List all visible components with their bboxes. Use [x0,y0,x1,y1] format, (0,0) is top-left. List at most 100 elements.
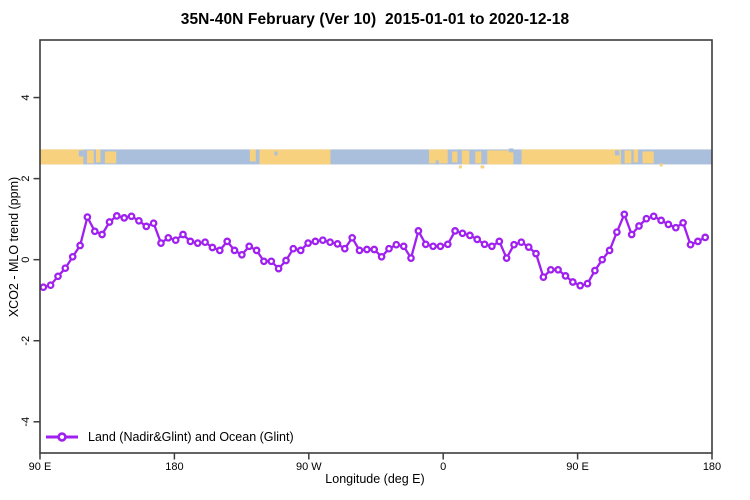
data-point [157,239,165,247]
y-axis-ticks: -4 -2 0 2 4 [20,94,40,427]
data-point [664,220,673,229]
land-segment [87,150,94,164]
data-point [568,278,577,286]
data-point [510,240,518,249]
y-tick-label: 2 [20,176,32,182]
x-axis-ticks: 90 E 180 90 W 0 90 E 180 [29,453,721,473]
land-segment [633,149,639,163]
data-point [466,231,474,240]
land-segment [259,149,331,165]
data-point [245,242,254,251]
data-point [407,254,415,262]
data-point [238,250,246,259]
land-segment [475,151,482,164]
y-tick-label: 0 [20,257,32,263]
data-point [627,230,636,239]
data-point [657,216,665,225]
data-point [421,240,430,249]
data-point [363,245,371,254]
data-point [274,264,283,273]
data-point [318,236,327,245]
data-point [252,246,261,255]
data-point [46,281,55,290]
data-point [694,237,702,246]
land-speckle [480,165,485,169]
data-point [355,246,364,255]
data-point [282,256,290,265]
data-point [414,227,423,235]
data-point [135,216,143,225]
data-point [605,246,614,255]
x-tick-label: 180 [165,461,183,473]
land-segment [461,150,470,165]
data-point [340,244,349,253]
data-point [260,257,268,266]
data-point [370,245,379,254]
data-point [649,212,658,221]
data-point [127,212,136,221]
legend: Land (Nadir&Glint) and Ocean (Glint) [44,428,294,445]
ocean-speckle [435,160,439,165]
data-point [443,240,452,249]
chart-title: 35N-40N February (Ver 10) 2015-01-01 to … [180,11,570,28]
data-point [289,244,298,253]
data-point [267,257,276,266]
land-segment [96,149,101,163]
plot-border [39,39,713,454]
land-segment [487,150,514,165]
data-point [54,272,62,281]
data-point [458,229,467,238]
data-point [495,237,504,246]
legend-marker-icon [46,431,78,442]
data-point [385,244,393,253]
data-point [392,240,401,249]
data-point [532,249,540,258]
data-point [39,283,48,292]
data-point [554,265,562,274]
data-point [642,214,651,223]
data-point [598,255,607,264]
ocean-speckle [614,150,620,156]
data-point [473,235,482,244]
data-point [171,236,180,245]
data-point [399,242,408,251]
land-speckle [458,165,462,169]
data-point [304,239,312,247]
data-point [613,228,621,236]
data-point [201,238,209,247]
land-segment [642,151,654,164]
land-segment [249,149,256,162]
land-segment [521,149,621,165]
data-point [179,230,187,239]
data-points [39,210,710,292]
data-point [164,233,173,242]
legend-label: Land (Nadir&Glint) and Ocean (Glint) [88,429,294,444]
y-axis-title: XCO2 - MLO trend (ppm) [7,176,21,318]
data-point [480,240,489,249]
land-segment [40,149,84,165]
data-point [186,237,195,246]
x-tick-label: 0 [440,461,446,473]
data-point [215,246,224,255]
data-point [583,279,592,288]
data-point [348,233,357,242]
x-tick-label: 90 E [29,461,52,473]
data-point [546,265,555,274]
ocean-speckle [274,151,278,156]
data-point [61,264,70,273]
data-point [326,238,334,247]
data-point [429,242,437,251]
data-point [561,272,570,280]
ocean-speckle [78,150,84,157]
data-point [451,227,459,235]
data-point [635,222,643,230]
data-point [230,246,239,255]
data-point [377,252,386,261]
data-point [193,239,202,247]
data-point [105,218,114,226]
data-point [524,243,533,251]
data-point [112,212,121,220]
data-point [517,238,526,247]
legend-circle [57,431,67,442]
